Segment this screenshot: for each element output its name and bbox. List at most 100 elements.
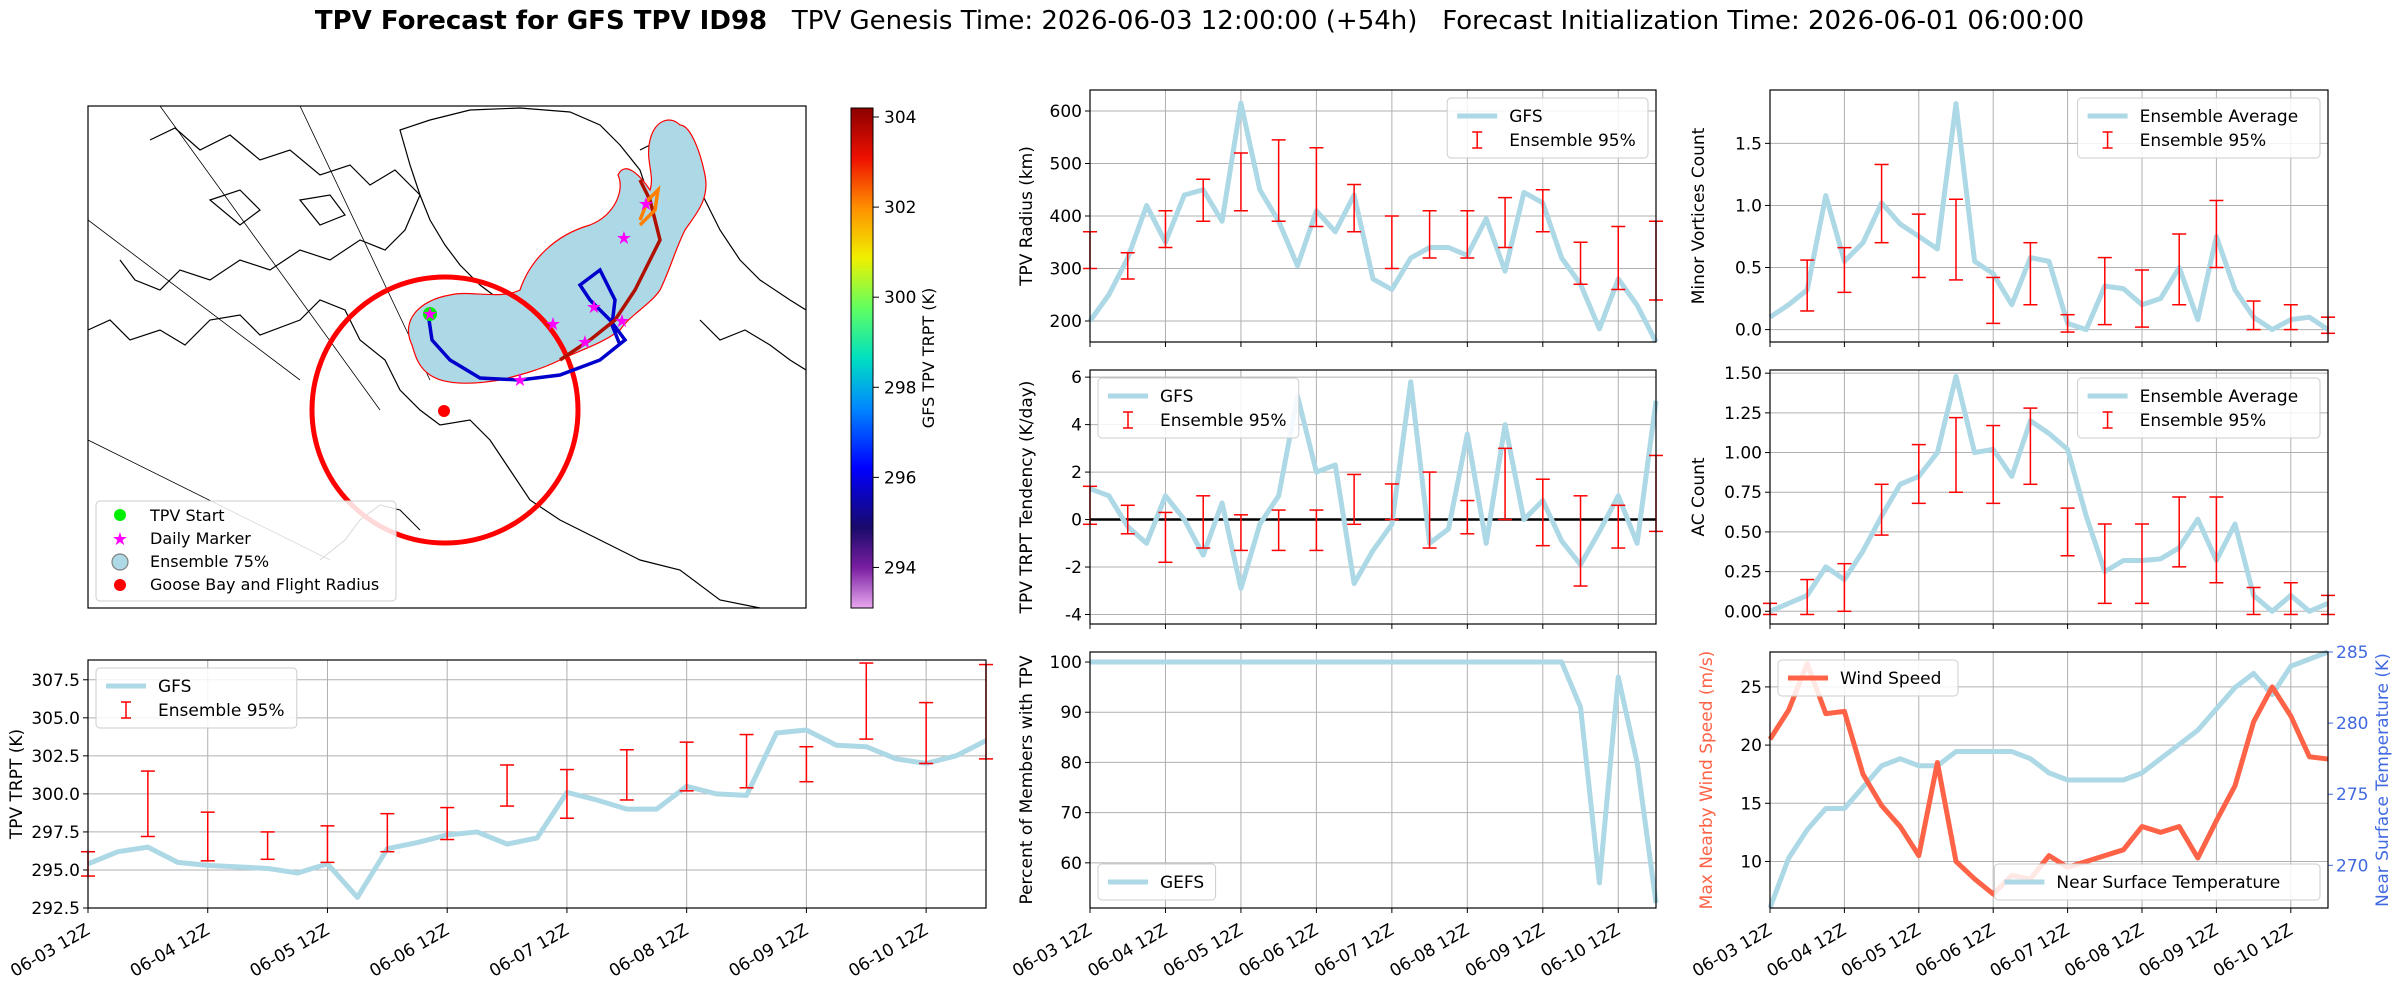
figure-title: TPV Forecast for GFS TPV ID98 TPV Genesi… <box>0 6 2399 36</box>
wind-speed-line <box>1767 661 2329 897</box>
x-tick-label: 06-05 12Z <box>1838 920 1924 981</box>
svg-text:★: ★ <box>422 304 438 325</box>
y-tick-label: 15 <box>1740 794 1762 814</box>
legend-ensemble-label: Ensemble 75% <box>150 552 269 571</box>
svg-text:★: ★ <box>638 194 654 215</box>
temperature-line <box>1767 649 2329 909</box>
legend: GFS Ensemble 95% <box>1097 377 1300 439</box>
chart-radius: 200 300 400 500 600 TPV Radius (km) GFS Ensembl… <box>1017 89 1663 347</box>
legend-label: Ensemble 95% <box>2140 411 2267 431</box>
y-tick-label: 500 <box>1050 155 1082 175</box>
x-tick-label: 06-06 12Z <box>366 920 452 981</box>
legend-box <box>1993 863 2321 901</box>
legend-box <box>2077 97 2321 159</box>
x-tick-label: 06-04 12Z <box>127 920 213 981</box>
y-tick-label: 90 <box>1060 703 1082 723</box>
y-tick-label: 0.50 <box>1724 523 1762 543</box>
y-tick-label: 10 <box>1740 852 1762 872</box>
y-axis-label: Max Nearby Wind Speed (m/s) <box>1697 651 1717 910</box>
y-tick-label: 297.5 <box>31 823 80 843</box>
x-tick-label: 06-07 12Z <box>1987 920 2073 981</box>
y-tick-label: 0.0 <box>1735 321 1762 341</box>
axes-frame <box>1089 369 1657 625</box>
legend: GFS Ensemble 95% <box>95 667 298 729</box>
y-axis-label: TPV TRPT (K) <box>7 729 27 840</box>
legend-label: GFS <box>1509 107 1542 127</box>
y-tick-label: 4 <box>1071 416 1082 436</box>
x-tick-label: 06-10 12Z <box>2210 920 2296 981</box>
x-tick-label: 06-06 12Z <box>1912 920 1998 981</box>
daily-markers: ★ ★ ★ ★ ★ ★ ★ ★ <box>422 194 654 391</box>
legend-label: GFS <box>1160 387 1193 407</box>
x-tick-label: 06-07 12Z <box>486 920 572 981</box>
y-axis-label: AC Count <box>1689 457 1709 536</box>
legend-label: Ensemble Average <box>2140 387 2299 407</box>
y-tick-label: 295.0 <box>31 861 80 881</box>
legend: Near Surface Temperature <box>1993 863 2321 901</box>
y-tick-label: 25 <box>1740 678 1762 698</box>
y-tick-label: 80 <box>1060 753 1082 773</box>
x-tick-label: 06-06 12Z <box>1236 920 1322 981</box>
y-tick-label: 300 <box>1050 260 1082 280</box>
y-tick-label: -4 <box>1065 606 1082 626</box>
series-line <box>1768 101 2330 333</box>
map-legend: TPV Start ★ Daily Marker Ensemble 75% Go… <box>95 500 397 602</box>
svg-text:★: ★ <box>616 228 632 249</box>
tpv-track <box>426 267 628 382</box>
y-tick-label: -2 <box>1065 558 1082 578</box>
y-axis-label: Minor Vortices Count <box>1689 127 1709 304</box>
legend-box <box>95 667 298 729</box>
colorbar-tick-label: 296 <box>884 468 916 488</box>
legend-label: Wind Speed <box>1840 669 1941 689</box>
legend-ensemble-icon <box>111 553 129 571</box>
x-tick-label: 06-10 12Z <box>1537 920 1623 981</box>
x-tick-label: 06-03 12Z <box>1689 920 1775 981</box>
chart-minor: 0.0 0.5 1.0 1.5 Minor Vortices Count Ensemble… <box>1689 89 2335 347</box>
legend-goose-bay-icon <box>114 579 126 591</box>
colorbar-tick-label: 298 <box>884 378 916 398</box>
axes-frame <box>1769 369 2329 625</box>
y-tick-label: 1.0 <box>1735 196 1762 216</box>
legend-tpv-start-icon <box>114 509 126 521</box>
series-line <box>1087 100 1659 344</box>
chart-ac: 0.00 0.25 0.50 0.75 1.00 1.25 1.50 AC Count Ense… <box>1689 364 2335 629</box>
series-line <box>87 727 988 900</box>
flight-radius-circle <box>309 274 581 546</box>
legend-label: Ensemble 95% <box>1509 131 1636 151</box>
y-tick-label: 60 <box>1060 854 1082 874</box>
legend-label: Ensemble 95% <box>158 701 285 721</box>
y-axis-label: TPV TRPT Tendency (K/day) <box>1017 381 1037 615</box>
axes-frame <box>87 659 987 909</box>
series-line <box>1089 379 1659 591</box>
tpv-track-end <box>638 185 661 227</box>
tpv-start-marker <box>423 307 437 321</box>
chart-trpt: 292.5 295.0 297.5 300.0 302.5 305.0 307.5 06-03… <box>7 659 993 982</box>
x-tick-label: 06-08 12Z <box>2061 920 2147 981</box>
y-tick-label: 100 <box>1050 653 1082 673</box>
coastline-canada <box>88 299 761 608</box>
x-tick-label: 06-09 12Z <box>1462 920 1548 981</box>
axes-frame <box>1089 651 1657 909</box>
axes-frame <box>1769 651 2329 909</box>
series-line <box>1769 373 2329 614</box>
y-tick-label: 300.0 <box>31 785 80 805</box>
x-tick-label: 06-04 12Z <box>1085 920 1171 981</box>
x-tick-label: 06-05 12Z <box>247 920 333 981</box>
x-tick-label: 06-03 12Z <box>1009 920 1095 981</box>
colorbar-label: GFS TPV TRPT (K) <box>919 288 938 428</box>
figure-title-init: Forecast Initialization Time: 2026-06-01… <box>1442 6 2085 36</box>
legend-box <box>1097 863 1217 901</box>
legend-label: Near Surface Temperature <box>2056 873 2280 893</box>
legend-label: Ensemble 95% <box>1160 411 1287 431</box>
y-axis-right-label: Near Surface Temperature (K) <box>2373 653 2393 907</box>
legend-label: GEFS <box>1160 873 1204 893</box>
legend-daily-marker-icon: ★ <box>112 529 128 550</box>
y-right-tick-label: 285 <box>2336 643 2368 663</box>
legend: Ensemble Average Ensemble 95% <box>2077 97 2321 159</box>
y-tick-label: 200 <box>1050 312 1082 332</box>
x-tick-label: 06-05 12Z <box>1160 920 1246 981</box>
y-tick-label: 2 <box>1071 463 1082 483</box>
